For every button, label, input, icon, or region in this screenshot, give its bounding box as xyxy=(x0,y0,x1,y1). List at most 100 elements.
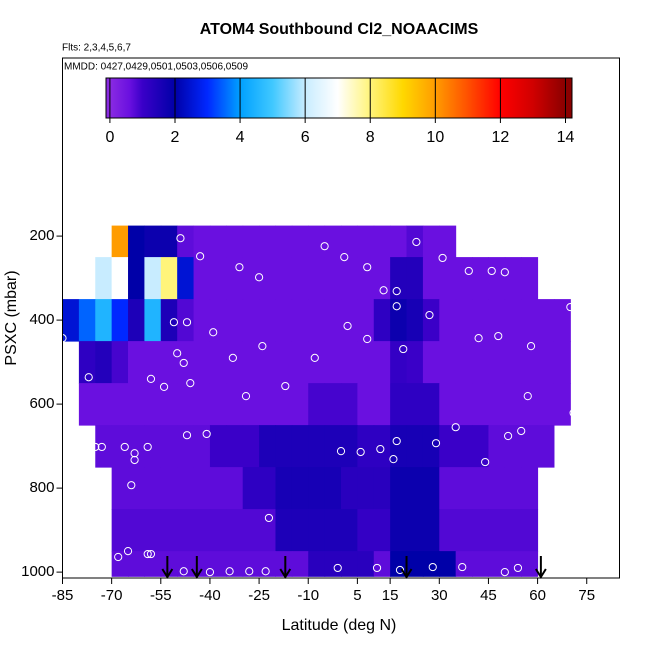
cell xyxy=(357,299,375,342)
colorbar-tick-label: 14 xyxy=(557,129,575,146)
cell xyxy=(406,509,424,552)
sample-point xyxy=(264,513,274,523)
cell xyxy=(209,225,227,258)
cell xyxy=(504,551,522,577)
cell xyxy=(357,225,375,258)
sample-point xyxy=(412,237,421,247)
axes: -85 -70 -55 -40 -25 -10 5 15 30 45 60 7520040060080… xyxy=(21,57,620,604)
cell xyxy=(373,467,391,510)
cell xyxy=(128,551,145,577)
cell xyxy=(472,551,489,577)
cell xyxy=(308,341,326,384)
x-tick-label: -85 xyxy=(52,587,74,604)
colorbar-tick-label: 10 xyxy=(426,129,444,146)
cell xyxy=(193,425,211,468)
sample-point xyxy=(84,373,93,382)
cell xyxy=(95,257,113,300)
cell xyxy=(341,509,358,552)
cell xyxy=(160,341,178,384)
sample-point xyxy=(225,567,234,576)
cell xyxy=(390,509,408,552)
cell xyxy=(226,341,244,384)
cell xyxy=(144,551,162,577)
cell xyxy=(144,225,162,258)
sample-point xyxy=(120,442,129,452)
sample-point xyxy=(425,310,434,320)
cell xyxy=(324,467,342,510)
cell xyxy=(259,509,276,552)
cell xyxy=(209,509,227,552)
cell xyxy=(390,425,408,468)
cell xyxy=(275,551,293,577)
cell xyxy=(455,425,473,468)
x-tick-label: 60 xyxy=(529,587,546,604)
cell xyxy=(308,425,326,468)
cell xyxy=(357,257,375,300)
sample-point xyxy=(451,423,460,432)
cell xyxy=(439,225,457,258)
cell xyxy=(324,509,342,552)
cell xyxy=(128,341,145,384)
sample-point xyxy=(523,392,532,401)
cell xyxy=(291,341,309,384)
cell xyxy=(521,551,539,577)
cell xyxy=(111,257,129,300)
cell xyxy=(521,425,539,468)
cell xyxy=(111,551,129,577)
cell xyxy=(373,257,391,300)
sample-point xyxy=(245,567,254,576)
cell xyxy=(177,551,195,577)
sample-point xyxy=(130,455,139,465)
cell xyxy=(62,299,80,342)
x-tick-label: 30 xyxy=(431,587,448,604)
cell xyxy=(160,509,178,552)
cell xyxy=(324,425,342,468)
sample-point xyxy=(399,344,408,354)
cell xyxy=(259,299,276,342)
cell xyxy=(78,299,96,342)
cell xyxy=(275,225,293,258)
sample-point xyxy=(320,242,329,251)
x-tick-label: -55 xyxy=(150,587,172,604)
sample-point xyxy=(372,563,382,573)
cell xyxy=(357,341,375,384)
cell xyxy=(488,551,506,577)
cell xyxy=(422,299,440,342)
sample-point xyxy=(228,353,237,363)
cell xyxy=(488,299,506,342)
cell xyxy=(177,425,195,468)
cell xyxy=(275,509,293,552)
cell xyxy=(209,467,227,510)
cell xyxy=(242,341,260,384)
sample-point xyxy=(261,567,270,576)
sample-point xyxy=(182,431,192,440)
cell xyxy=(160,425,178,468)
cell xyxy=(226,551,244,577)
cell xyxy=(242,425,260,468)
cell xyxy=(373,299,391,342)
sample-point xyxy=(205,568,215,577)
sample-point xyxy=(356,447,365,457)
sample-point xyxy=(176,234,185,243)
cell xyxy=(291,467,309,510)
cell xyxy=(504,425,522,468)
cell xyxy=(128,383,145,426)
cell xyxy=(406,257,424,300)
x-tick-label: 5 xyxy=(353,587,361,604)
cell xyxy=(78,341,96,384)
y-tick-label: 200 xyxy=(29,227,54,244)
sample-point xyxy=(392,436,401,446)
cell xyxy=(275,341,293,384)
cell xyxy=(390,299,408,342)
sample-point xyxy=(569,408,578,418)
cell xyxy=(95,425,113,468)
cell xyxy=(521,257,539,300)
cell xyxy=(78,383,96,426)
cell xyxy=(521,383,539,426)
cell xyxy=(324,383,342,426)
cell xyxy=(226,257,244,300)
cell xyxy=(390,383,408,426)
cell xyxy=(439,299,457,342)
cell xyxy=(275,257,293,300)
cell xyxy=(390,257,408,300)
